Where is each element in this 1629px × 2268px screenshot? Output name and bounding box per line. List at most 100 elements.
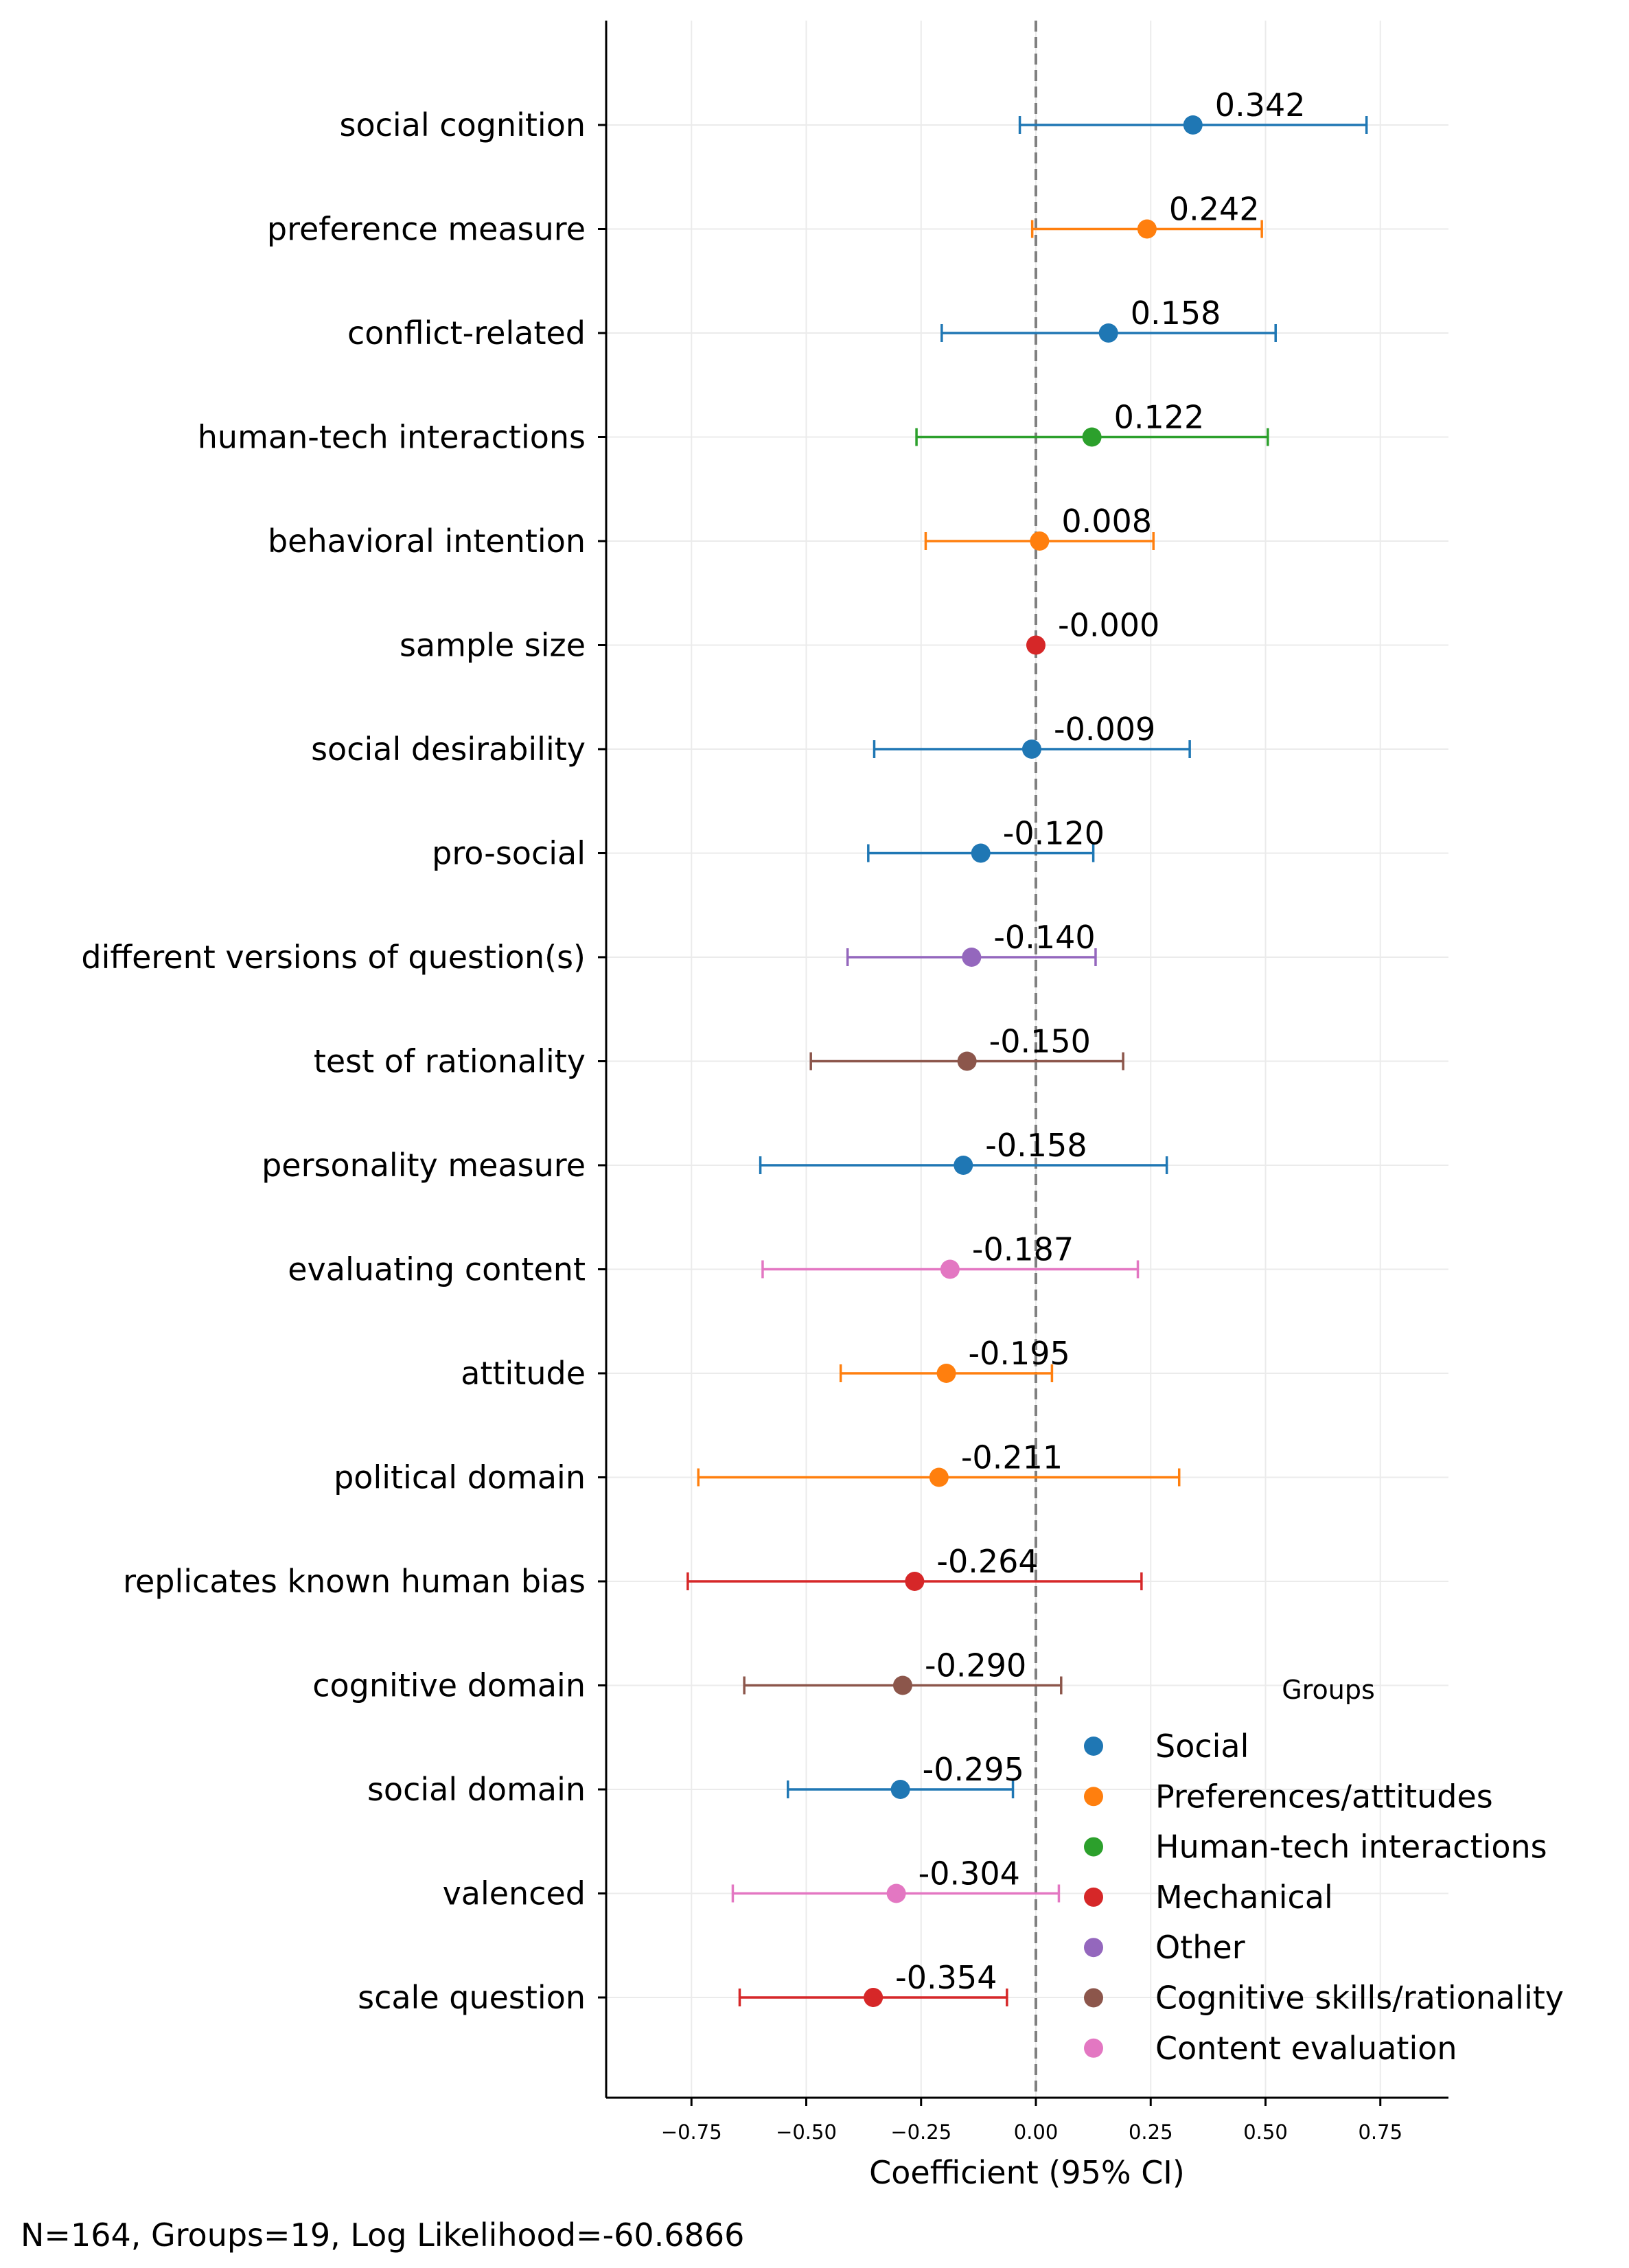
estimate-point bbox=[905, 1572, 925, 1591]
legend-marker bbox=[1084, 2038, 1103, 2058]
estimate-row: 0.342 social cognition bbox=[340, 87, 1368, 144]
legend-entry: Mechanical bbox=[1084, 1879, 1333, 1916]
row-label: pro-social bbox=[432, 835, 586, 872]
row-label: test of rationality bbox=[314, 1043, 586, 1080]
row-label: sample size bbox=[400, 627, 586, 664]
row-label: conflict-related bbox=[347, 314, 586, 352]
coefficient-label: -0.195 bbox=[969, 1335, 1070, 1372]
legend-entry: Preferences/attitudes bbox=[1084, 1778, 1493, 1815]
x-tick-label: −0.25 bbox=[890, 2120, 951, 2144]
estimate-row: -0.264 replicates known human bias bbox=[123, 1543, 1143, 1600]
estimate-point bbox=[886, 1883, 906, 1903]
legend-label: Human-tech interactions bbox=[1155, 1829, 1547, 1866]
coefficient-label: -0.211 bbox=[961, 1439, 1063, 1476]
estimate-row: 0.008 behavioral intention bbox=[268, 503, 1155, 560]
legend-marker bbox=[1084, 1787, 1103, 1807]
x-tick-label: 0.50 bbox=[1243, 2120, 1288, 2144]
legend-entry: Human-tech interactions bbox=[1084, 1829, 1547, 1866]
row-label: evaluating content bbox=[288, 1251, 586, 1288]
legend-label: Social bbox=[1155, 1728, 1249, 1765]
coefficient-label: -0.120 bbox=[1003, 815, 1105, 852]
x-tick-label: 0.25 bbox=[1129, 2120, 1173, 2144]
estimate-row: 0.158 conflict-related bbox=[347, 295, 1277, 352]
legend-marker bbox=[1084, 1837, 1103, 1857]
estimate-point bbox=[1098, 323, 1118, 343]
estimate-point bbox=[957, 1051, 977, 1071]
coefficient-label: -0.290 bbox=[925, 1647, 1026, 1684]
x-tick-label: 0.75 bbox=[1358, 2120, 1402, 2144]
estimate-row: -0.140 different versions of question(s) bbox=[81, 919, 1097, 976]
x-tick-label: −0.50 bbox=[776, 2120, 837, 2144]
estimate-row: -0.290 cognitive domain bbox=[312, 1647, 1063, 1704]
coefficient-label: -0.354 bbox=[895, 1959, 997, 1996]
coefficient-label: 0.342 bbox=[1215, 87, 1306, 124]
row-label: different versions of question(s) bbox=[81, 939, 586, 976]
x-tick-label: −0.75 bbox=[661, 2120, 722, 2144]
row-label: social domain bbox=[367, 1771, 586, 1808]
row-label: human-tech interactions bbox=[198, 419, 586, 456]
estimate-row: -0.354 scale question bbox=[358, 1959, 1008, 2016]
estimate-row: 0.122 human-tech interactions bbox=[198, 399, 1269, 456]
estimate-row: -0.211 political domain bbox=[334, 1439, 1181, 1496]
row-label: political domain bbox=[334, 1459, 586, 1496]
legend-entry: Cognitive skills/rationality bbox=[1084, 1980, 1564, 2017]
estimate-point bbox=[954, 1156, 973, 1175]
estimate-point bbox=[940, 1259, 960, 1279]
legend-entry: Social bbox=[1084, 1728, 1249, 1765]
coefficient-label: -0.295 bbox=[923, 1751, 1024, 1788]
estimate-point bbox=[1137, 219, 1157, 239]
legend-label: Preferences/attitudes bbox=[1155, 1778, 1493, 1815]
axes: −0.75 −0.50 −0.25 0.00 0.25 0.50 0.75 bbox=[598, 21, 1448, 2144]
estimate-point bbox=[936, 1364, 956, 1383]
legend-marker bbox=[1084, 1737, 1103, 1756]
estimate-row: -0.158 personality measure bbox=[262, 1127, 1168, 1184]
estimate-row: -0.187 evaluating content bbox=[288, 1231, 1140, 1288]
coefficient-label: 0.158 bbox=[1131, 295, 1221, 332]
coefficient-label: -0.150 bbox=[989, 1023, 1091, 1060]
estimate-row: -0.009 social desirability bbox=[311, 711, 1191, 768]
coefficient-label: -0.158 bbox=[985, 1127, 1087, 1164]
row-label: social desirability bbox=[311, 731, 586, 768]
estimate-point bbox=[929, 1467, 949, 1487]
coefficient-label: 0.122 bbox=[1114, 399, 1205, 436]
estimate-row: 0.242 preference measure bbox=[267, 191, 1263, 248]
coefficient-label: -0.009 bbox=[1054, 711, 1155, 748]
coefficient-label: 0.008 bbox=[1061, 503, 1152, 540]
legend-label: Cognitive skills/rationality bbox=[1155, 1980, 1564, 2017]
row-label: personality measure bbox=[262, 1147, 586, 1184]
coefficient-label: -0.140 bbox=[993, 919, 1095, 956]
legend-label: Mechanical bbox=[1155, 1879, 1333, 1916]
row-label: social cognition bbox=[340, 106, 586, 144]
legend-title: Groups bbox=[1282, 1675, 1375, 1705]
estimate-point bbox=[1030, 531, 1050, 551]
row-label: attitude bbox=[461, 1355, 586, 1392]
estimate-point bbox=[892, 1675, 912, 1695]
estimate-point bbox=[1183, 115, 1203, 135]
legend-entry: Content evaluation bbox=[1084, 2030, 1457, 2067]
estimate-point bbox=[890, 1780, 910, 1799]
estimate-row: -0.195 attitude bbox=[461, 1335, 1070, 1392]
estimate-row: -0.120 pro-social bbox=[432, 815, 1105, 872]
x-tick-label: 0.00 bbox=[1014, 2120, 1059, 2144]
row-label: scale question bbox=[358, 1979, 586, 2016]
estimate-point bbox=[1082, 427, 1102, 447]
row-label: preference measure bbox=[267, 211, 586, 248]
coefficient-label: -0.264 bbox=[936, 1543, 1038, 1580]
legend-marker bbox=[1084, 1938, 1103, 1958]
legend-label: Other bbox=[1155, 1929, 1245, 1966]
x-axis-label: Coefficient (95% CI) bbox=[869, 2154, 1185, 2191]
estimate-point bbox=[1026, 635, 1045, 655]
estimate-point bbox=[971, 843, 991, 863]
estimate-point bbox=[962, 948, 982, 967]
estimate-row: -0.304 valenced bbox=[443, 1855, 1061, 1912]
coefficient-label: -0.304 bbox=[919, 1855, 1020, 1892]
row-label: valenced bbox=[443, 1875, 586, 1912]
estimate-row: -0.295 social domain bbox=[367, 1751, 1024, 1808]
legend-label: Content evaluation bbox=[1155, 2030, 1457, 2067]
row-label: cognitive domain bbox=[312, 1667, 586, 1704]
coefficient-label: -0.000 bbox=[1058, 607, 1159, 644]
chart-marks: 0.342 social cognition 0.242 preference mea… bbox=[81, 87, 1368, 2016]
coefficient-label: 0.242 bbox=[1169, 191, 1260, 228]
legend-marker bbox=[1084, 1887, 1103, 1907]
